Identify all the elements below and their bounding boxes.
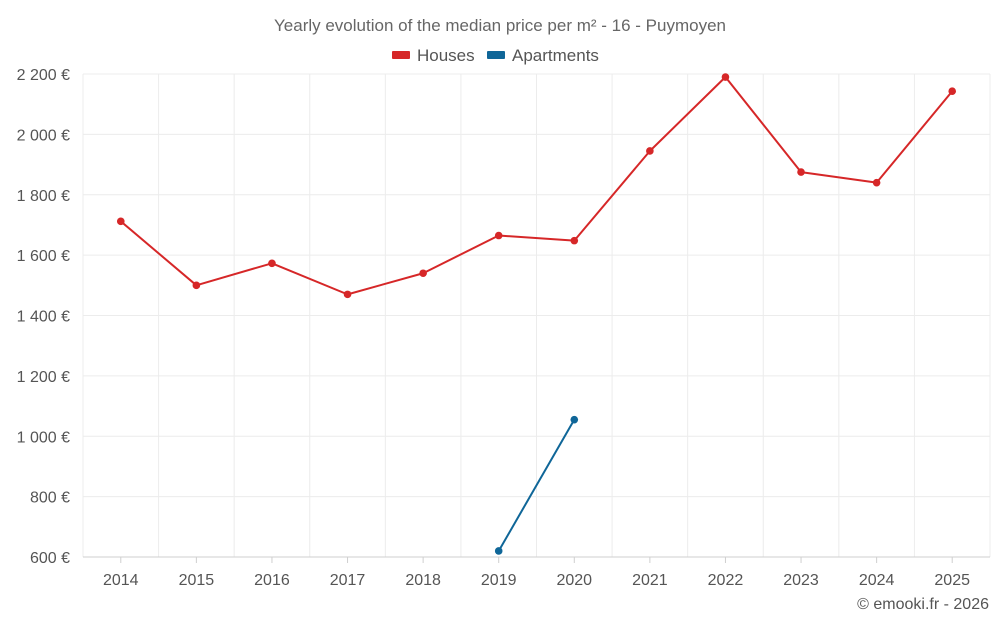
data-point-houses-2025[interactable] [948, 87, 957, 96]
data-point-apartments-2020[interactable] [570, 415, 579, 424]
x-tick-label: 2017 [330, 572, 366, 589]
x-tick-label: 2014 [103, 572, 139, 589]
legend-swatch-apartments [487, 51, 505, 59]
x-tick-label: 2025 [934, 572, 970, 589]
series-line-apartments [497, 418, 576, 552]
grid [82, 73, 991, 557]
series [116, 73, 957, 555]
y-tick-label: 1 800 € [17, 188, 70, 205]
y-tick-label: 1 200 € [17, 369, 70, 386]
x-tick-label: 2020 [556, 572, 592, 589]
y-tick-label: 2 000 € [17, 127, 70, 144]
y-tick-label: 2 200 € [17, 67, 70, 84]
data-point-houses-2016[interactable] [268, 259, 276, 268]
data-point-houses-2021[interactable] [646, 147, 654, 155]
legend-label-houses: Houses [417, 46, 475, 65]
y-tick-label: 600 € [30, 550, 70, 567]
y-tick-label: 1 600 € [17, 248, 70, 265]
x-tick-label: 2016 [254, 572, 290, 589]
y-tick-label: 1 400 € [17, 309, 70, 326]
x-tick-label: 2021 [632, 572, 668, 589]
chart-title: Yearly evolution of the median price per… [274, 16, 726, 35]
data-point-houses-2022[interactable] [721, 73, 730, 81]
x-tick-label: 2015 [179, 572, 215, 589]
x-tick-label: 2024 [859, 572, 895, 589]
legend-swatch-houses [392, 51, 410, 59]
series-houses [116, 73, 957, 299]
data-point-houses-2017[interactable] [343, 290, 352, 299]
legend-item-apartments[interactable]: Apartments [487, 46, 599, 65]
data-point-houses-2014[interactable] [116, 217, 125, 226]
y-tick-label: 1 000 € [17, 429, 70, 446]
data-point-apartments-2019[interactable] [494, 547, 503, 555]
series-line-houses [119, 76, 954, 296]
series-apartments [494, 415, 579, 555]
x-tick-label: 2018 [405, 572, 441, 589]
data-point-houses-2018[interactable] [419, 269, 427, 278]
data-point-houses-2020[interactable] [570, 236, 579, 245]
legend-item-houses[interactable]: Houses [392, 46, 475, 65]
legend: Houses Apartments [392, 46, 599, 65]
data-point-houses-2019[interactable] [494, 231, 503, 240]
data-point-houses-2015[interactable] [192, 281, 201, 290]
credit-text: © emooki.fr - 2026 [857, 596, 989, 613]
data-point-houses-2023[interactable] [797, 168, 805, 176]
y-tick-label: 800 € [30, 490, 70, 507]
data-point-houses-2024[interactable] [872, 178, 881, 187]
x-tick-label: 2023 [783, 572, 819, 589]
x-tick-label: 2019 [481, 572, 517, 589]
legend-label-apartments: Apartments [512, 46, 599, 65]
axes: 600 € 800 € 1 000 € 1 200 € 1 400 € 1 600 € 1 … [17, 67, 990, 589]
x-tick-label: 2022 [708, 572, 744, 589]
